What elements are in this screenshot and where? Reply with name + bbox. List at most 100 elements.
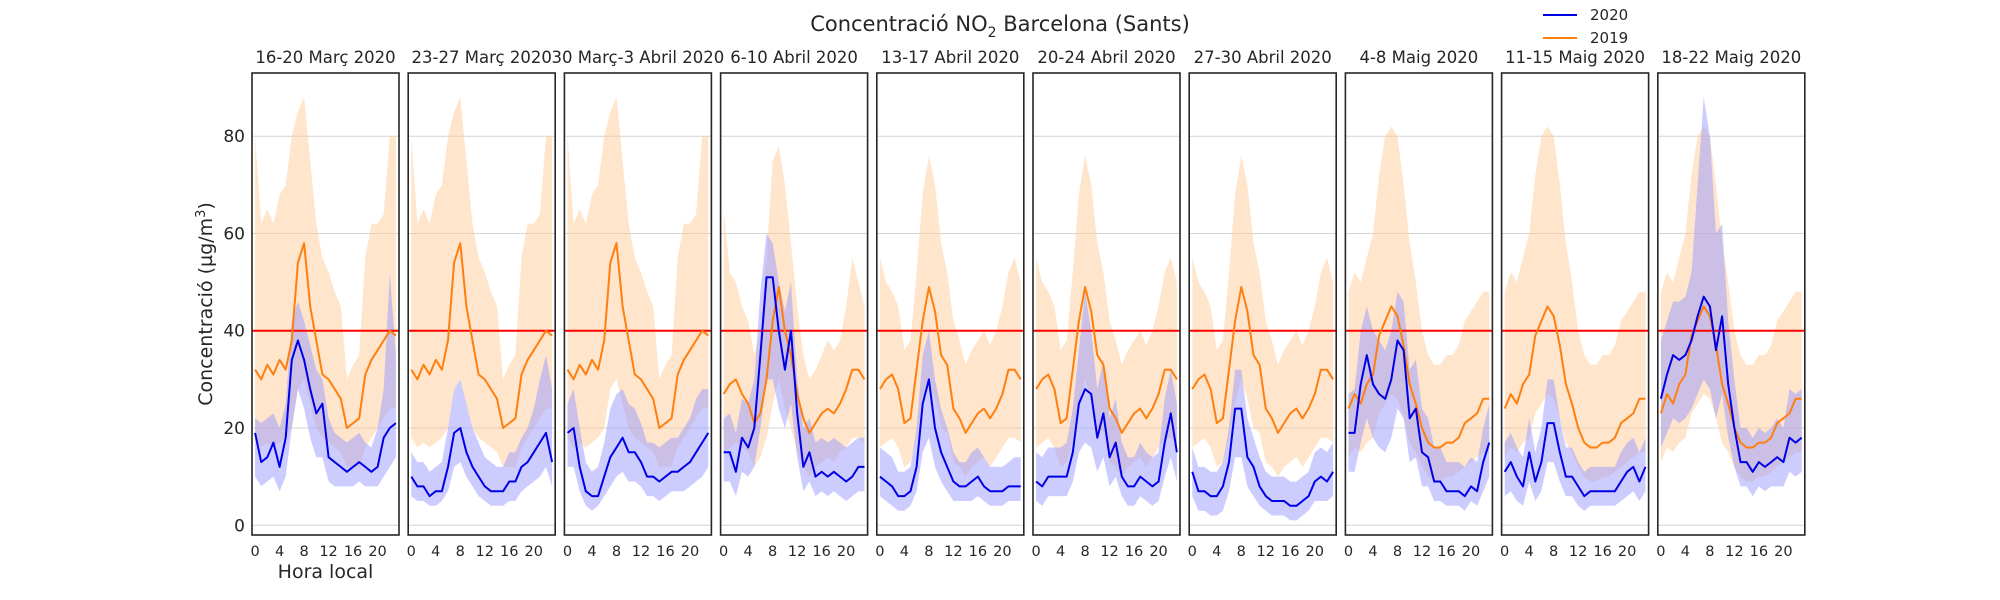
- band-2019: [411, 97, 553, 467]
- panel-frame: [1032, 72, 1181, 536]
- y-tick-label: 40: [223, 322, 245, 342]
- panel-frame: [1188, 72, 1337, 536]
- x-tick-label: 0: [407, 544, 416, 560]
- band-2020: [1348, 291, 1490, 511]
- legend-label-2019: 2019: [1590, 29, 1628, 47]
- x-tick-label: 16: [344, 544, 362, 560]
- panel-title: 18-22 Maig 2020: [1661, 48, 1801, 67]
- panel-title: 13-17 Abril 2020: [881, 48, 1019, 67]
- x-tick-label: 4: [900, 544, 909, 560]
- x-tick-label: 4: [1368, 544, 1377, 560]
- x-tick-label: 8: [1080, 544, 1089, 560]
- panel-title: 4-8 Maig 2020: [1359, 48, 1478, 67]
- band-2019: [567, 97, 709, 467]
- x-tick-label: 4: [587, 544, 596, 560]
- x-tick-label: 16: [1593, 544, 1611, 560]
- x-tick-label: 16: [1281, 544, 1299, 560]
- panel-2: 23-27 Març 2020 0 4 8 12 16 20: [407, 48, 557, 560]
- series-2020-line: [723, 276, 865, 483]
- panel-title: 16-20 Març 2020: [255, 48, 395, 67]
- series-2019-line: [1503, 305, 1646, 449]
- x-tick-label: 0: [1656, 544, 1665, 560]
- x-tick-label: 12: [476, 544, 494, 560]
- panel-frame: [1500, 72, 1650, 536]
- x-tick-label: 16: [1125, 544, 1143, 560]
- series-2019-line: [1035, 286, 1178, 434]
- x-tick-label: 12: [1569, 544, 1587, 560]
- x-tick-label: 8: [768, 544, 777, 560]
- x-tick-label: 0: [1031, 544, 1040, 560]
- panel-title: 27-30 Abril 2020: [1194, 48, 1332, 67]
- panel-frame: [1344, 72, 1494, 536]
- band-2019: [1504, 126, 1646, 482]
- x-tick-label: 8: [1237, 544, 1246, 560]
- panel-title: 6-10 Abril 2020: [730, 48, 858, 67]
- x-tick-label: 12: [319, 544, 337, 560]
- series-2020-line: [1035, 388, 1178, 488]
- x-tick-label: 0: [1188, 544, 1197, 560]
- series-2020-line: [1348, 339, 1491, 498]
- series-2019-line: [879, 286, 1022, 434]
- panel-10: 18-22 Maig 2020 0 4 8 12 16 20: [1656, 48, 1806, 560]
- x-tick-label: 20: [368, 544, 386, 560]
- x-tick-label: 20: [1149, 544, 1167, 560]
- band-2020: [255, 272, 396, 492]
- series-2020-line: [566, 427, 710, 498]
- panel-1: 16-20 Març 2020 0 4 8 12 16 20: [250, 48, 400, 560]
- chart-title: Concentració NO2 Barcelona (Sants): [810, 12, 1190, 41]
- series-2019-line: [566, 242, 709, 429]
- x-tick-label: 20: [525, 544, 543, 560]
- band-2020: [879, 330, 1021, 511]
- series-2019-line: [254, 242, 397, 429]
- series-2019-line: [410, 242, 553, 429]
- band-2020: [411, 355, 553, 506]
- band-2019: [879, 155, 1021, 477]
- x-tick-label: 20: [837, 544, 855, 560]
- series-2020-line: [1659, 295, 1803, 473]
- panel-9: 11-15 Maig 2020 0 4 8 12 16 20: [1500, 48, 1650, 560]
- x-tick-label: 4: [275, 544, 284, 560]
- panel-frame: [719, 72, 869, 536]
- y-axis-label: Concentració (µg/m3): [194, 202, 217, 406]
- x-tick-label: 8: [924, 544, 933, 560]
- x-tick-label: 16: [969, 544, 987, 560]
- series-2020-line: [254, 339, 397, 473]
- x-tick-label: 12: [1100, 544, 1118, 560]
- x-tick-label: 20: [993, 544, 1011, 560]
- x-tick-label: 20: [1306, 544, 1324, 560]
- series-2019-line: [1191, 286, 1334, 434]
- x-tick-label: 16: [500, 544, 518, 560]
- chart-legend: 2020 2019: [1543, 6, 1628, 47]
- x-tick-label: 8: [456, 544, 465, 560]
- panel-frame: [407, 72, 557, 536]
- x-tick-label: 12: [944, 544, 962, 560]
- panel-8: 4-8 Maig 2020 0 4 8 12 16 20: [1344, 48, 1494, 560]
- band-2020: [1504, 379, 1646, 511]
- x-tick-label: 0: [875, 544, 884, 560]
- x-tick-label: 8: [1549, 544, 1558, 560]
- x-tick-label: 4: [431, 544, 440, 560]
- x-tick-label: 8: [1705, 544, 1714, 560]
- legend-label-2020: 2020: [1590, 6, 1628, 24]
- x-tick-label: 12: [632, 544, 650, 560]
- x-tick-label: 20: [1618, 544, 1636, 560]
- x-tick-label: 0: [1500, 544, 1509, 560]
- x-tick-label: 4: [1525, 544, 1534, 560]
- x-tick-label: 16: [656, 544, 674, 560]
- x-tick-label: 20: [681, 544, 699, 560]
- panel-title: 11-15 Maig 2020: [1505, 48, 1645, 67]
- band-2020: [1660, 97, 1802, 497]
- x-tick-label: 8: [1393, 544, 1402, 560]
- band-2020: [1036, 291, 1177, 506]
- series-2020-line: [410, 427, 554, 498]
- x-tick-label: 16: [1437, 544, 1455, 560]
- panel-title: 23-27 Març 2020: [412, 48, 552, 67]
- panel-6: 20-24 Abril 2020 0 4 8 12 16 20: [1031, 48, 1181, 560]
- band-2019: [1192, 155, 1334, 477]
- series-2019-line: [1659, 305, 1802, 449]
- series-2020-line: [1503, 422, 1647, 498]
- panel-5: 13-17 Abril 2020 0 4 8 12 16 20: [875, 48, 1025, 560]
- panel-4: 6-10 Abril 2020 0 4 8 12 16 20: [719, 48, 869, 560]
- series-2020-line: [879, 378, 1021, 498]
